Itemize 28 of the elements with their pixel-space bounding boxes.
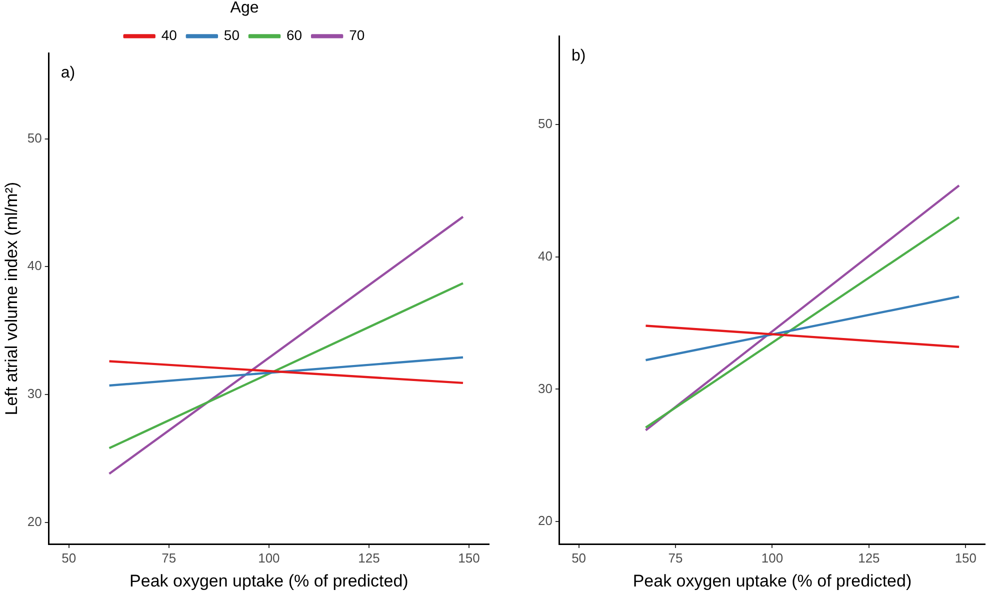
x-tick-label: 150	[458, 550, 480, 566]
y-tick-label: 20	[538, 513, 552, 528]
y-tick-label: 20	[27, 514, 42, 529]
text: a)	[60, 64, 76, 82]
x-tick-label: 125	[858, 550, 880, 566]
x-axis-title: Peak oxygen uptake (% of predicted)	[632, 571, 912, 590]
y-tick-label: 30	[27, 386, 42, 402]
legend-label: 70	[349, 27, 365, 44]
x-tick-label: 100	[258, 550, 280, 566]
y-tick-label: 40	[538, 248, 552, 264]
legend-label: 50	[224, 27, 240, 44]
legend-title: Age	[230, 0, 259, 16]
x-tick-label: 100	[761, 550, 784, 566]
x-tick-label: 50	[62, 550, 76, 566]
legend-label: 40	[161, 27, 178, 44]
x-tick-label: 50	[572, 550, 586, 566]
x-tick-label: 150	[954, 550, 977, 566]
y-tick-label: 50	[538, 116, 552, 132]
x-tick-label: 75	[668, 550, 683, 566]
y-tick-label: 40	[27, 258, 42, 274]
y-tick-label: 50	[27, 130, 42, 146]
legend-label: 60	[286, 27, 302, 44]
y-axis-title: Left atrial volume index (ml/m²)	[2, 182, 21, 416]
text: b)	[571, 47, 586, 64]
x-tick-label: 125	[358, 550, 380, 566]
x-tick-label: 75	[162, 550, 176, 566]
y-tick-label: 30	[538, 380, 552, 396]
x-axis-title: Peak oxygen uptake (% of predicted)	[130, 571, 408, 590]
